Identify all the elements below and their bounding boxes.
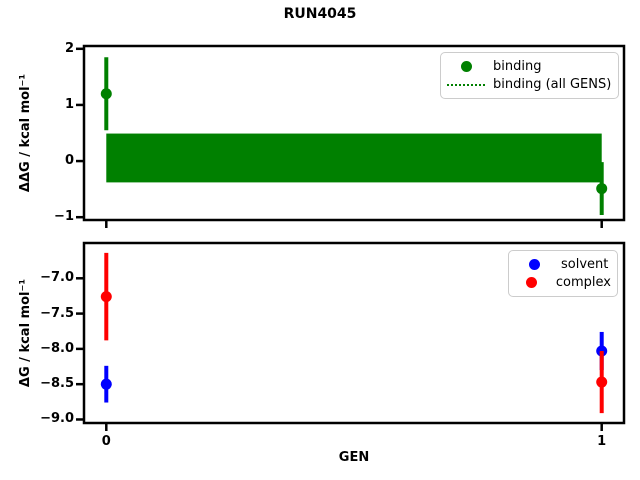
- legend-row-complex: complex: [515, 274, 611, 293]
- figure-title: RUN4045: [283, 6, 357, 22]
- binding-marker: [596, 183, 608, 195]
- solvent-dot-icon: [528, 258, 540, 270]
- complex-marker: [596, 376, 608, 388]
- legend-marker-column: [515, 277, 548, 289]
- band-binding-all-gens: [106, 133, 602, 183]
- solvent-marker: [100, 378, 112, 390]
- axes-border-1: [82, 241, 626, 425]
- complex-dot-icon: [525, 277, 537, 289]
- complex-marker: [100, 291, 112, 303]
- legend-label-complex: complex: [555, 275, 611, 291]
- legend-label-binding-all-gens: binding (all GENS): [493, 77, 612, 93]
- legend-row-binding-all-gens: binding (all GENS): [447, 76, 612, 95]
- legend-marker-column: [515, 258, 553, 270]
- binding-marker: [100, 88, 112, 100]
- binding-dot-icon: [460, 60, 472, 72]
- legend-label-solvent: solvent: [561, 256, 609, 272]
- bottom-legend: solvent complex: [508, 250, 618, 297]
- axes-border-0: [82, 44, 626, 222]
- legend-row-binding: binding: [447, 57, 612, 76]
- legend-row-solvent: solvent: [515, 255, 611, 274]
- top-legend: binding binding (all GENS): [440, 52, 619, 99]
- binding-all-gens-dotted-line-icon: [447, 83, 485, 86]
- legend-marker-column: [447, 83, 485, 86]
- legend-marker-column: [447, 60, 485, 72]
- legend-label-binding: binding: [493, 58, 542, 74]
- x-axis-label: GEN: [338, 450, 370, 465]
